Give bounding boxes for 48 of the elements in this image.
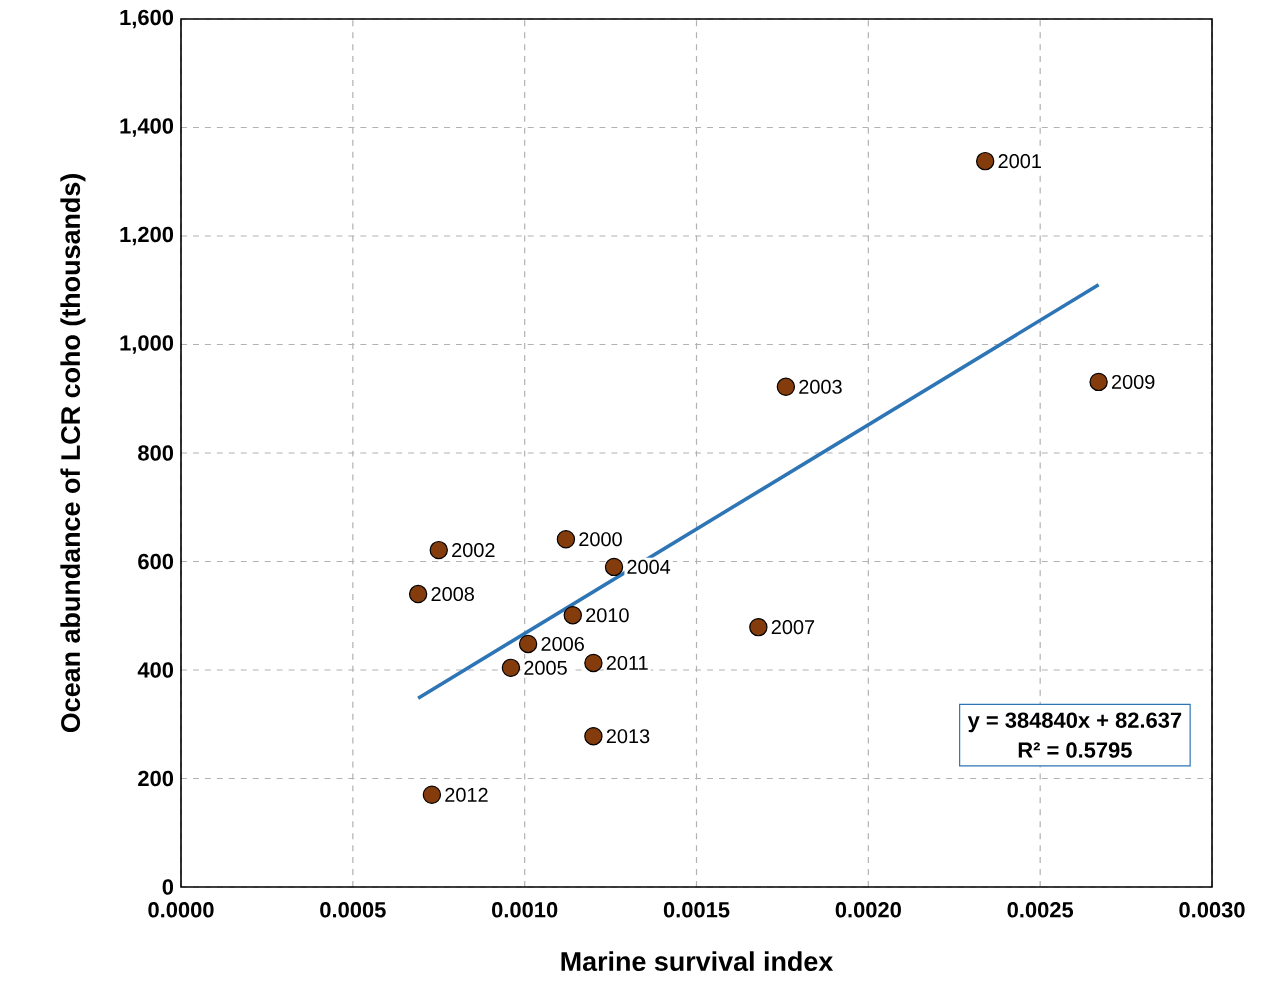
x-tick-label: 0.0000 [148, 902, 214, 918]
point [408, 584, 428, 604]
annotation: 2012 [445, 787, 488, 802]
point [584, 653, 603, 673]
point [501, 658, 521, 678]
point [422, 785, 442, 804]
y-tick-label: 1,600 [120, 9, 174, 29]
y-tick-label: 600 [138, 553, 174, 570]
annotation: 2001 [998, 154, 1041, 169]
point [749, 617, 768, 637]
y-tick-label: 800 [138, 445, 174, 461]
annotation: 2002 [452, 543, 495, 558]
annotation: R² = 0.5795 [1018, 742, 1132, 758]
y-tick-label: 200 [138, 770, 174, 787]
y-tick-label: 1,000 [120, 335, 174, 354]
x-tick-label: 0.0015 [663, 902, 730, 918]
annotation: y = 384840x + 82.637 [967, 712, 1182, 733]
point [518, 634, 538, 654]
x-tick-label: 0.0020 [835, 902, 901, 918]
annotation: 2003 [799, 379, 842, 394]
x-tick-label: 0.0025 [1007, 902, 1074, 918]
y-tick-label: 1,400 [120, 118, 174, 137]
y-axis-title: Ocean abundance of LCR coho (thousands) [60, 174, 86, 733]
y-tick-label: 400 [137, 662, 174, 678]
annotation: 2009 [1112, 374, 1155, 389]
annotation: 2011 [606, 655, 648, 670]
point [1089, 372, 1108, 392]
point [776, 377, 796, 397]
annotation: 2006 [541, 636, 584, 651]
annotation: 2005 [524, 660, 567, 675]
annotation: 2004 [627, 559, 671, 574]
point [975, 151, 995, 171]
annotation: 2010 [586, 608, 629, 623]
point [563, 606, 582, 625]
point [556, 530, 576, 549]
x-tick-label: 0.0010 [492, 902, 558, 918]
x-tick-label: 0.0030 [1179, 902, 1245, 918]
annotation: 2008 [431, 587, 474, 602]
y-tick-label: 1,200 [120, 226, 174, 246]
point [429, 540, 448, 560]
x-tick-label: 0.0005 [320, 902, 386, 918]
y-tick-label: 0 [162, 879, 174, 895]
x-axis-title: Marine survival index [561, 951, 834, 972]
point [584, 726, 603, 746]
annotation: 2007 [771, 620, 815, 635]
annotation: 2000 [579, 532, 622, 547]
annotation: 2013 [606, 729, 650, 744]
point [604, 557, 624, 577]
